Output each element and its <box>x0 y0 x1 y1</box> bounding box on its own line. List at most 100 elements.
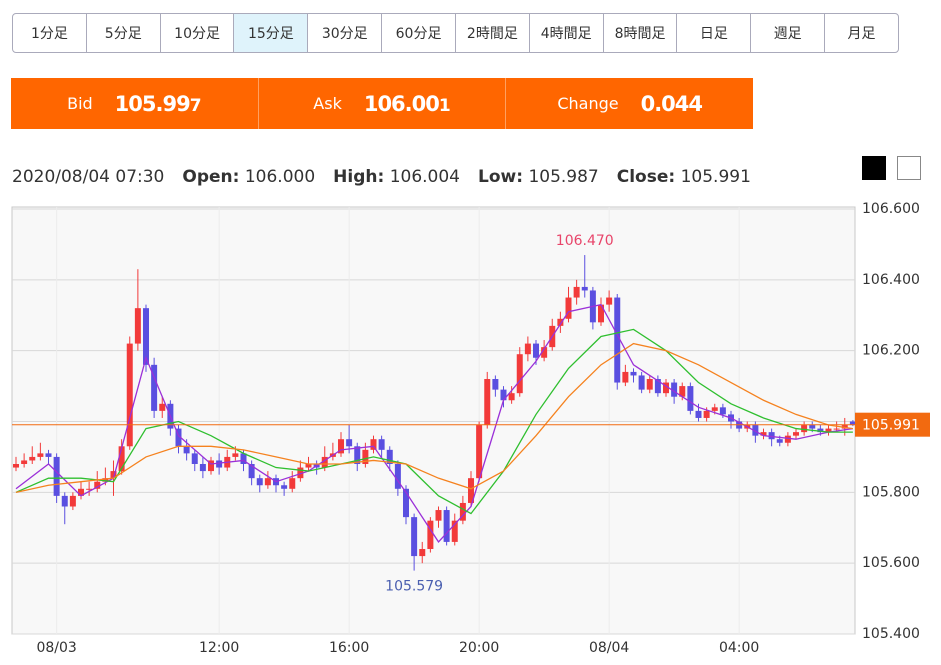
candle-body <box>175 428 182 447</box>
y-tick-label: 106.600 <box>862 201 920 217</box>
quote-value: 0.044 <box>640 91 703 116</box>
timeframe-toolbar: 1分足 5分足 10分足 15分足 30分足 60分足 2時間足 4時間足 8時間足 日足 週足 月足 <box>12 13 899 53</box>
quote-cell: Change 0.044 <box>505 78 753 129</box>
candle-body <box>362 449 369 464</box>
info-label: Close: <box>616 167 676 187</box>
x-tick-label: 08/03 <box>36 640 76 656</box>
candle-body <box>679 386 686 397</box>
candle-body <box>143 308 149 365</box>
candle-body <box>752 425 759 436</box>
candle-body <box>687 386 694 411</box>
quote-label: Bid <box>67 94 93 113</box>
candle-body <box>29 456 36 461</box>
quote-value: 106.001 <box>364 92 451 116</box>
timeframe-button[interactable]: 日足 <box>676 14 750 52</box>
candle-body <box>21 460 28 464</box>
candle-body <box>281 485 288 489</box>
timeframe-button[interactable]: 5分足 <box>85 14 160 52</box>
info-value: 106.000 <box>244 167 316 187</box>
quote-cell: Bid 105.997 <box>11 78 258 129</box>
timeframe-button[interactable]: 2時間足 <box>454 14 529 52</box>
candle-body <box>801 425 808 433</box>
candle-body <box>776 439 783 443</box>
quote-value: 105.997 <box>115 92 202 116</box>
chart: 105.400105.600105.800106.000106.200106.4… <box>11 201 930 656</box>
timeframe-button[interactable]: 8時間足 <box>602 14 677 52</box>
candle-body <box>183 446 190 454</box>
timeframe-button[interactable]: 1分足 <box>30 26 68 42</box>
candle-body <box>53 456 60 496</box>
candle-body <box>484 379 491 426</box>
candle-body <box>533 343 539 358</box>
candle-body <box>524 343 531 355</box>
quote-main: 105.99 <box>114 91 191 116</box>
candle-body <box>614 297 621 383</box>
candle-body <box>37 453 44 457</box>
candle-body <box>516 354 523 394</box>
candle-body <box>565 297 572 319</box>
timeframe-button[interactable]: 15分足 <box>233 14 308 52</box>
timeframe-button[interactable]: 60分足 <box>381 14 455 52</box>
light-theme-button[interactable] <box>897 156 921 180</box>
ohlc-info: 2020/08/04 07:30 Open: 106.000 High: 106.0… <box>12 167 751 187</box>
info-value: 105.987 <box>528 167 599 187</box>
candle-body <box>711 407 718 411</box>
candle-body <box>78 488 84 496</box>
candle-body <box>809 425 816 429</box>
y-tick-label: 105.600 <box>862 555 920 571</box>
candle-body <box>86 488 93 490</box>
timeframe-button[interactable]: 10分足 <box>159 14 234 52</box>
candle-body <box>208 460 214 472</box>
candle-body <box>663 382 669 394</box>
candle-body <box>793 432 799 436</box>
candle-body <box>500 389 507 401</box>
time: 2020/08/04 07:30 <box>12 167 165 187</box>
candle-body <box>403 488 409 518</box>
candle-body <box>768 432 775 440</box>
timeframe-button[interactable]: 30分足 <box>307 14 381 52</box>
candle-body <box>606 297 613 305</box>
x-tick-label: 16:00 <box>329 640 369 656</box>
x-tick-label: 04:00 <box>719 640 759 656</box>
quote-label: Change <box>557 94 619 113</box>
candle-body <box>825 428 832 433</box>
candle-body <box>232 453 239 457</box>
candle-body <box>760 432 767 436</box>
candle-body <box>394 464 401 489</box>
candle-body <box>378 439 385 450</box>
candle-body <box>598 304 604 323</box>
quote-main: 106.00 <box>363 91 440 116</box>
y-tick-label: 105.400 <box>862 626 920 642</box>
candle-body <box>695 410 702 418</box>
candle-body <box>13 464 19 468</box>
candle-body <box>435 510 442 521</box>
moving-average <box>15 342 853 493</box>
candle-body <box>45 453 52 457</box>
candle-body <box>159 403 166 411</box>
info-value: 105.991 <box>680 167 751 187</box>
x-tick-label: 12:00 <box>199 640 239 656</box>
candle-body <box>338 439 344 454</box>
candle-body <box>468 478 474 503</box>
candle-body <box>833 428 840 430</box>
candle-body <box>638 375 645 390</box>
candle-body <box>126 343 133 447</box>
timeframe-button[interactable]: 週足 <box>750 14 824 52</box>
candle-body <box>346 439 353 447</box>
quote-main: 0.044 <box>640 91 703 116</box>
candle-body <box>110 471 117 479</box>
y-tick-label: 106.200 <box>862 343 920 359</box>
candle-body <box>784 435 791 443</box>
candle-body <box>849 421 856 425</box>
candle-body <box>630 371 637 376</box>
candle-body <box>492 379 499 390</box>
dark-theme-button[interactable] <box>862 156 886 180</box>
candle-body <box>354 446 361 464</box>
candle-body <box>134 308 141 344</box>
quote-pip: 7 <box>189 95 202 116</box>
timeframe-button[interactable]: 4時間足 <box>528 14 603 52</box>
candle-body <box>248 464 255 479</box>
candle-body <box>386 449 393 464</box>
timeframe-button[interactable]: 月足 <box>824 14 898 52</box>
